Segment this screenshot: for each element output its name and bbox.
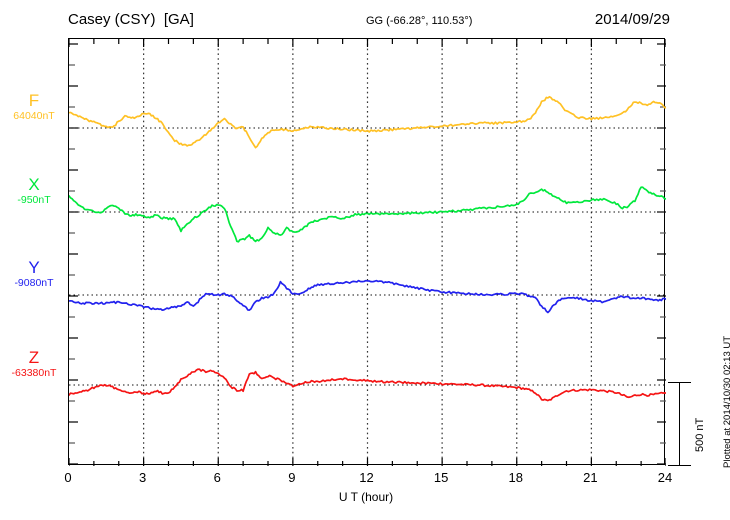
trace-label-z: Z -63380nT	[2, 348, 66, 380]
x-tick-label: 3	[139, 470, 147, 485]
trace-name-z: Z	[28, 348, 40, 367]
trace-label-y: Y -9080nT	[2, 258, 66, 290]
geographic-coordinates: GG (-66.28°, 110.53°)	[366, 15, 473, 27]
trace-z	[69, 368, 666, 402]
x-tick-label: 15	[433, 470, 449, 485]
scale-bar	[663, 382, 696, 467]
x-axis-title: U T (hour)	[338, 490, 394, 504]
scale-bar-label: 500 nT	[694, 417, 706, 452]
plotted-timestamp: Plotted at 2014/10/30 02:13 UT	[722, 335, 730, 468]
observation-date: 2014/09/29	[594, 11, 670, 28]
trace-baseline-z: -63380nT	[11, 367, 57, 379]
trace-f	[69, 95, 666, 149]
x-tick-label: 18	[508, 470, 523, 485]
x-tick-label: 6	[213, 470, 221, 485]
trace-name-x: X	[28, 175, 40, 194]
x-tick-label: 0	[64, 470, 72, 485]
trace-baseline-f: 64040nT	[13, 110, 55, 122]
trace-y	[69, 279, 666, 314]
trace-name-f: F	[28, 91, 40, 110]
trace-baseline-y: -9080nT	[14, 277, 54, 289]
trace-x	[69, 186, 666, 243]
x-tick-label: 12	[359, 470, 374, 485]
x-tick-label: 21	[583, 470, 598, 485]
trace-label-x: X -950nT	[2, 175, 66, 207]
trace-baseline-x: -950nT	[17, 194, 51, 206]
x-tick-label: 9	[288, 470, 296, 485]
station-title: Casey (CSY) [GA]	[68, 11, 194, 28]
magnetogram-svg	[69, 39, 666, 466]
plot-area	[68, 38, 666, 466]
x-tick-label: 24	[657, 470, 673, 485]
trace-name-y: Y	[28, 258, 40, 277]
trace-label-f: F 64040nT	[2, 91, 66, 123]
